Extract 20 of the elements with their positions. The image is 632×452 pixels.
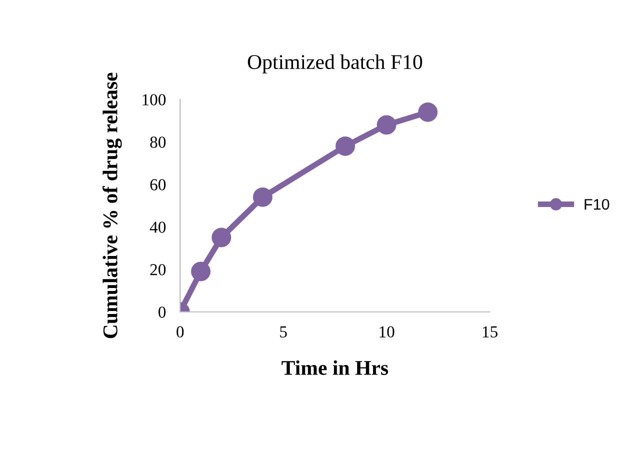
point (418, 102, 438, 122)
x-tick-label: 5 (280, 326, 287, 338)
y-tick-label: 80 (150, 136, 166, 148)
y-axis-title: Cumulative % of drug release (102, 72, 122, 338)
point (212, 228, 232, 248)
x-tick-label: 0 (176, 326, 184, 338)
y-tick-label: 40 (150, 222, 166, 233)
y-tick-label: 0 (158, 306, 166, 318)
y-tick-label: 20 (150, 264, 166, 276)
point (191, 262, 210, 282)
point (376, 115, 396, 135)
point (336, 136, 356, 156)
x-tick-label: 15 (482, 326, 498, 338)
point (252, 187, 272, 207)
y-tick-label: 100 (142, 94, 166, 106)
chart-title: Optimized batch F10 (248, 54, 422, 74)
y-tick-label: 60 (150, 179, 166, 190)
x-axis-title: Time in Hrs (282, 360, 388, 375)
x-tick-label: 10 (380, 326, 394, 338)
legend-label: F10 (584, 198, 610, 210)
